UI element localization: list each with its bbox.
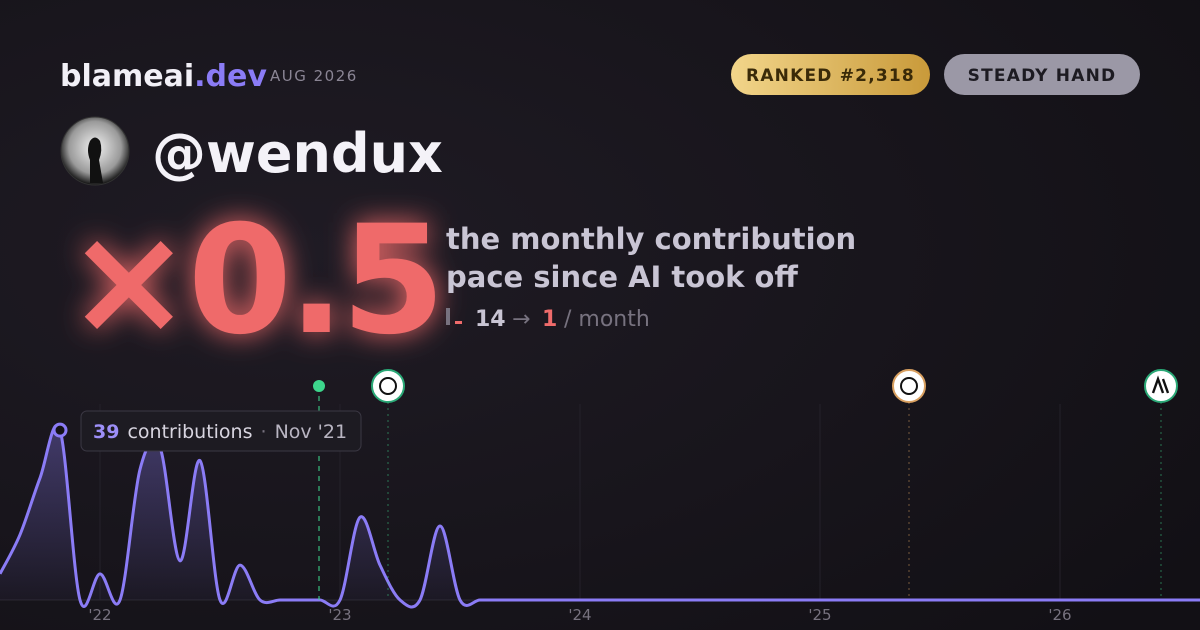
highlight-point <box>52 422 68 438</box>
brand: blameai.dev <box>60 59 267 94</box>
tooltip-sep: · <box>261 421 267 443</box>
username: @wendux <box>152 122 443 185</box>
title-text: STEADY HAND <box>968 66 1117 86</box>
title-badge <box>944 54 1140 95</box>
tooltip-date: Nov '21 <box>275 421 348 443</box>
pace-before: 14 <box>475 307 506 332</box>
pace-icon <box>446 308 462 325</box>
tooltip-text: 39 contributions · Nov '21 <box>93 421 347 443</box>
avatar <box>60 116 130 186</box>
rank-badge <box>731 54 930 95</box>
x-tick-label: '26 <box>1048 606 1071 624</box>
date: AUG 2026 <box>270 67 358 85</box>
x-tick-label: '24 <box>568 606 591 624</box>
pace-after: 1 <box>542 307 557 332</box>
pace-arrow: → <box>512 307 530 332</box>
multiplier: ×0.5 <box>66 194 441 368</box>
brand-name: blameai <box>60 59 194 94</box>
tooltip: 39 contributions · Nov '21 <box>80 410 362 452</box>
x-tick-label: '22 <box>88 606 111 624</box>
brand-tld: .dev <box>194 59 267 94</box>
tooltip-unit: contributions <box>127 421 252 443</box>
x-tick-label: '25 <box>808 606 831 624</box>
line-series <box>0 424 1200 609</box>
description-line: pace since AI took off <box>446 260 798 294</box>
description-line: the monthly contribution <box>446 222 856 256</box>
rank-text: RANKED #2,318 <box>746 66 915 86</box>
event-markers <box>313 369 1178 600</box>
x-tick-label: '23 <box>328 606 351 624</box>
pace-unit: / month <box>564 307 650 332</box>
tooltip-count: 39 <box>93 421 119 443</box>
